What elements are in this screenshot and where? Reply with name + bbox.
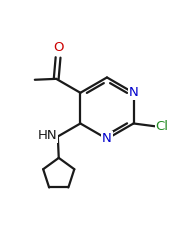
Text: N: N [102,132,112,145]
Text: N: N [129,86,138,99]
Text: O: O [53,41,63,54]
Text: HN: HN [37,130,57,142]
Text: Cl: Cl [156,120,169,133]
